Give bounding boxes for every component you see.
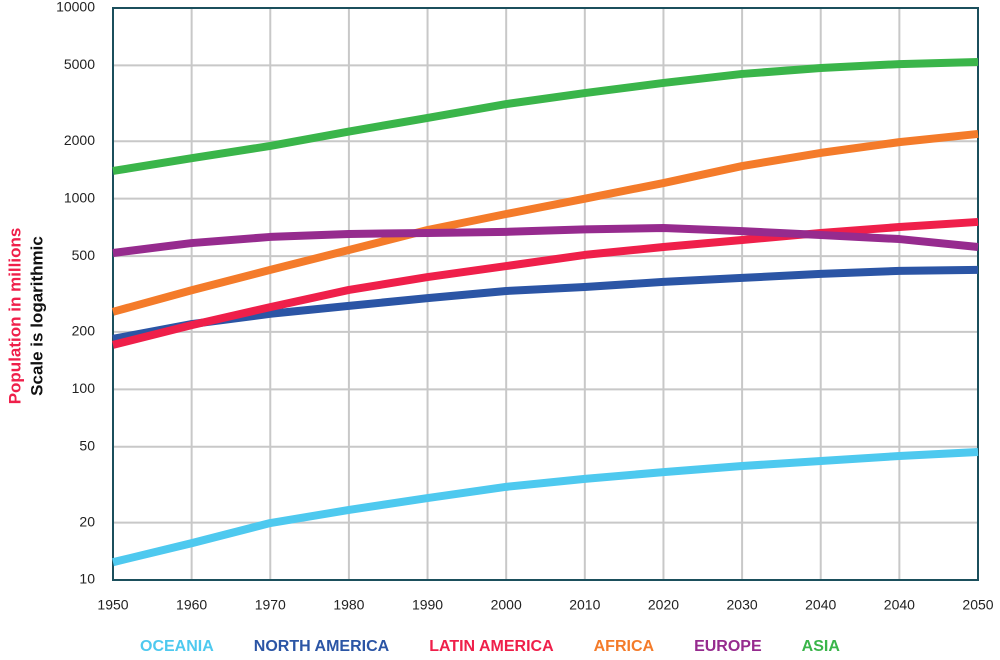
y-tick-label: 10 <box>79 571 95 587</box>
y-tick-label: 1000 <box>64 189 95 205</box>
x-tick-label: 2050 <box>962 597 993 613</box>
y-tick-label: 20 <box>79 513 95 529</box>
series-line <box>111 129 979 316</box>
y-axis-title: Population in millions <box>5 228 24 405</box>
legend-label: OCEANIA <box>140 638 214 655</box>
y-tick-label: 5000 <box>64 56 95 72</box>
series-line <box>112 57 979 175</box>
x-tick-label: 1980 <box>333 597 364 613</box>
x-tick-label: 1970 <box>255 597 286 613</box>
series-line <box>112 448 979 567</box>
y-axis-title-group: Population in millions Scale is logarith… <box>5 228 46 405</box>
x-tick-label: 2020 <box>648 597 679 613</box>
series-line <box>112 223 979 257</box>
legend-label: ASIA <box>802 638 841 655</box>
x-tick-label: 1960 <box>176 597 207 613</box>
y-tick-label: 200 <box>72 323 96 339</box>
y-tick-label: 50 <box>79 437 95 453</box>
series-line <box>112 265 979 343</box>
plot-border <box>112 7 979 581</box>
x-tick-label: 1990 <box>412 597 443 613</box>
x-tick-label: 2040 <box>884 597 915 613</box>
x-tick-label: 2040 <box>805 597 836 613</box>
y-tick-label: 100 <box>72 380 96 396</box>
legend-label: EUROPE <box>694 638 762 655</box>
x-tick-label: 2010 <box>569 597 600 613</box>
legend-label: LATIN AMERICA <box>429 638 554 655</box>
x-tick-label: 1950 <box>97 597 128 613</box>
y-tick-label: 10000 <box>56 0 95 15</box>
y-tick-label: 2000 <box>64 132 95 148</box>
legend-label: AFRICA <box>594 638 655 655</box>
x-tick-label: 2030 <box>727 597 758 613</box>
y-tick-label: 500 <box>72 247 96 263</box>
y-axis-note: Scale is logarithmic <box>27 236 46 396</box>
legend-label: NORTH AMERICA <box>254 638 390 655</box>
x-tick-label: 2000 <box>491 597 522 613</box>
